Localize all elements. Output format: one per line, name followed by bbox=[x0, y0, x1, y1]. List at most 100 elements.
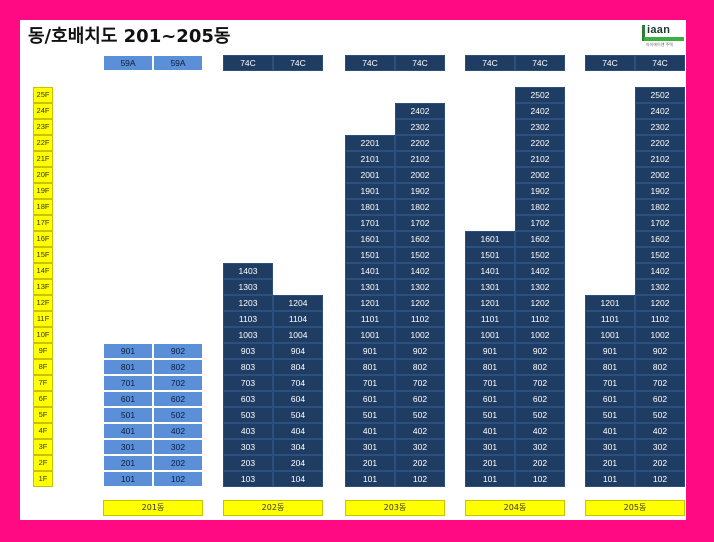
unit-cell: 1101 bbox=[345, 311, 395, 327]
unit-cell: 302 bbox=[153, 439, 203, 455]
unit-cell: 1701 bbox=[345, 215, 395, 231]
unit-cell: 603 bbox=[223, 391, 273, 407]
unit-cell: 904 bbox=[273, 343, 323, 359]
unit-cell: 2002 bbox=[515, 167, 565, 183]
unit-cell: 1702 bbox=[635, 215, 685, 231]
floor-label: 14F bbox=[33, 263, 53, 279]
unit-cell: 102 bbox=[515, 471, 565, 487]
logo-mark bbox=[642, 25, 645, 41]
unit-cell: 1602 bbox=[635, 231, 685, 247]
unit-cell: 101 bbox=[465, 471, 515, 487]
unit-cell: 501 bbox=[465, 407, 515, 423]
unit-cell: 1102 bbox=[635, 311, 685, 327]
unit-cell: 1902 bbox=[395, 183, 445, 199]
unit-cell: 2502 bbox=[515, 87, 565, 103]
unit-cell: 101 bbox=[345, 471, 395, 487]
unit-cell: 202 bbox=[515, 455, 565, 471]
unit-cell: 802 bbox=[153, 359, 203, 375]
unit-cell: 601 bbox=[103, 391, 153, 407]
unit-cell: 1802 bbox=[635, 199, 685, 215]
unit-cell: 102 bbox=[635, 471, 685, 487]
unit-type-header: 74C bbox=[395, 55, 445, 71]
unit-cell: 901 bbox=[345, 343, 395, 359]
floor-label: 7F bbox=[33, 375, 53, 391]
unit-cell: 2302 bbox=[395, 119, 445, 135]
unit-cell: 201 bbox=[345, 455, 395, 471]
unit-cell: 1004 bbox=[273, 327, 323, 343]
unit-cell: 1702 bbox=[395, 215, 445, 231]
unit-cell: 102 bbox=[395, 471, 445, 487]
unit-cell: 1902 bbox=[515, 183, 565, 199]
unit-cell: 101 bbox=[585, 471, 635, 487]
unit-cell: 1802 bbox=[515, 199, 565, 215]
unit-cell: 203 bbox=[223, 455, 273, 471]
floor-label: 16F bbox=[33, 231, 53, 247]
unit-cell: 903 bbox=[223, 343, 273, 359]
unit-cell: 802 bbox=[515, 359, 565, 375]
unit-cell: 601 bbox=[465, 391, 515, 407]
floor-label: 15F bbox=[33, 247, 53, 263]
unit-type-header: 74C bbox=[273, 55, 323, 71]
building-label: 202동 bbox=[223, 500, 323, 516]
unit-cell: 901 bbox=[103, 343, 153, 359]
floor-label: 12F bbox=[33, 295, 53, 311]
unit-cell: 1102 bbox=[395, 311, 445, 327]
unit-cell: 103 bbox=[223, 471, 273, 487]
unit-cell: 301 bbox=[103, 439, 153, 455]
unit-cell: 2201 bbox=[345, 135, 395, 151]
unit-cell: 402 bbox=[395, 423, 445, 439]
unit-cell: 802 bbox=[395, 359, 445, 375]
unit-cell: 902 bbox=[395, 343, 445, 359]
unit-cell: 602 bbox=[153, 391, 203, 407]
floor-label: 1F bbox=[33, 471, 53, 487]
unit-cell: 1101 bbox=[465, 311, 515, 327]
unit-cell: 1001 bbox=[345, 327, 395, 343]
logo-subtext: 아이에이엔 주택 bbox=[646, 42, 673, 47]
unit-cell: 604 bbox=[273, 391, 323, 407]
unit-type-header: 59A bbox=[103, 55, 153, 71]
building-label: 203동 bbox=[345, 500, 445, 516]
floor-label: 17F bbox=[33, 215, 53, 231]
unit-cell: 601 bbox=[345, 391, 395, 407]
building-label: 205동 bbox=[585, 500, 685, 516]
unit-cell: 602 bbox=[395, 391, 445, 407]
unit-cell: 1201 bbox=[585, 295, 635, 311]
unit-cell: 1801 bbox=[345, 199, 395, 215]
logo-band bbox=[644, 37, 684, 41]
floor-label: 13F bbox=[33, 279, 53, 295]
unit-cell: 502 bbox=[635, 407, 685, 423]
unit-cell: 803 bbox=[223, 359, 273, 375]
unit-cell: 402 bbox=[635, 423, 685, 439]
unit-cell: 101 bbox=[103, 471, 153, 487]
floor-label: 8F bbox=[33, 359, 53, 375]
unit-cell: 303 bbox=[223, 439, 273, 455]
unit-cell: 804 bbox=[273, 359, 323, 375]
unit-cell: 401 bbox=[585, 423, 635, 439]
unit-cell: 1002 bbox=[635, 327, 685, 343]
unit-cell: 104 bbox=[273, 471, 323, 487]
unit-cell: 202 bbox=[635, 455, 685, 471]
unit-cell: 402 bbox=[515, 423, 565, 439]
unit-cell: 201 bbox=[465, 455, 515, 471]
unit-cell: 902 bbox=[635, 343, 685, 359]
unit-cell: 2402 bbox=[515, 103, 565, 119]
unit-cell: 1303 bbox=[223, 279, 273, 295]
unit-cell: 801 bbox=[103, 359, 153, 375]
floor-label: 18F bbox=[33, 199, 53, 215]
unit-cell: 1201 bbox=[345, 295, 395, 311]
unit-cell: 702 bbox=[635, 375, 685, 391]
unit-cell: 1302 bbox=[395, 279, 445, 295]
unit-cell: 1401 bbox=[345, 263, 395, 279]
unit-cell: 1204 bbox=[273, 295, 323, 311]
unit-cell: 1104 bbox=[273, 311, 323, 327]
unit-cell: 504 bbox=[273, 407, 323, 423]
floor-label: 9F bbox=[33, 343, 53, 359]
building-label: 204동 bbox=[465, 500, 565, 516]
unit-cell: 201 bbox=[585, 455, 635, 471]
unit-cell: 202 bbox=[153, 455, 203, 471]
unit-cell: 2502 bbox=[635, 87, 685, 103]
unit-cell: 1101 bbox=[585, 311, 635, 327]
company-logo: iaan 아이에이엔 주택 bbox=[642, 24, 684, 48]
unit-cell: 301 bbox=[345, 439, 395, 455]
unit-cell: 401 bbox=[465, 423, 515, 439]
